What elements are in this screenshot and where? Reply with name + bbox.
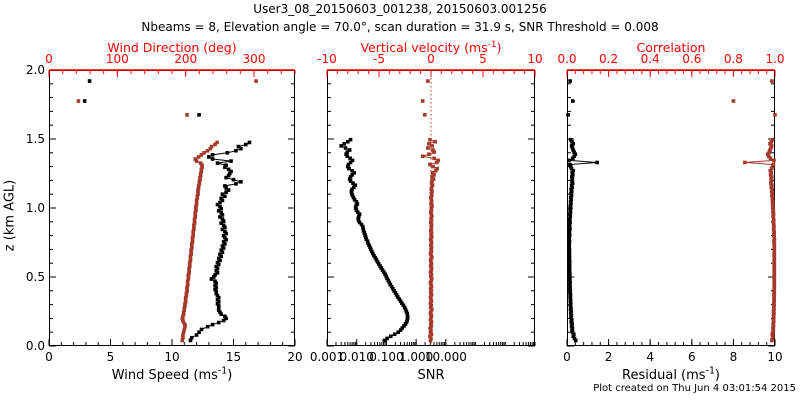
top-tick-label-p2-0: -10 <box>317 52 337 66</box>
bottom-tick-label-p2-0: 0.001 <box>309 350 345 364</box>
bottom-tick-label-p2-4: 10.000 <box>424 350 467 364</box>
top-tick-label-p2-1: -5 <box>373 52 385 66</box>
series-2-0 <box>339 137 410 343</box>
plot-created-footnote: Plot created on Thu Jun 4 03:01:54 2015 <box>593 383 796 394</box>
top-tick-label-p2-4: 10 <box>527 52 543 66</box>
top-tick-label-p1-1: 100 <box>105 52 129 66</box>
series-1-0 <box>188 140 252 343</box>
series-3-0 <box>567 137 599 343</box>
top-axis-title-p1: Wind Direction (deg) <box>107 40 237 55</box>
top-tick-label-p3-0: 0.0 <box>557 52 577 66</box>
bottom-tick-label-p2-1: 0.010 <box>339 350 374 364</box>
figure-title-main: User3_08_20150603_001238, 20150603.00125… <box>253 2 547 16</box>
bottom-axis-title-p1: Wind Speed (ms-1) <box>111 365 233 383</box>
bottom-axis-title-p2: SNR <box>417 368 445 383</box>
top-axis-title-p2: Vertical velocity (ms-1) <box>360 39 502 55</box>
series-3-2 <box>566 79 575 117</box>
y-tick-label-3: 1.5 <box>25 132 45 146</box>
series-1-2 <box>82 79 201 117</box>
bottom-tick-label-p3-1: 2 <box>604 350 613 364</box>
bottom-tick-label-p2-3: 1.000 <box>398 350 434 364</box>
panel-residual <box>567 70 775 346</box>
top-tick-label-p3-1: 0.2 <box>599 52 619 66</box>
series-2-2 <box>420 79 430 117</box>
bottom-tick-label-p3-2: 4 <box>646 350 655 364</box>
top-tick-label-p3-2: 0.4 <box>640 52 660 66</box>
bottom-axis-title-p3: Residual (ms-1) <box>622 365 720 383</box>
bottom-tick-label-p1-2: 10 <box>164 350 180 364</box>
bottom-tick-label-p1-1: 5 <box>106 350 115 364</box>
top-tick-label-p3-4: 0.8 <box>723 52 743 66</box>
y-tick-label-0: 0.0 <box>25 339 45 353</box>
bottom-tick-label-p1-3: 15 <box>225 350 242 364</box>
top-tick-label-p2-2: 0 <box>427 52 435 66</box>
bottom-tick-label-p3-4: 8 <box>729 350 738 364</box>
bottom-tick-label-p2-2: 0.100 <box>369 350 404 364</box>
series-2-1 <box>420 137 441 343</box>
bottom-tick-label-p3-0: 0 <box>563 350 571 364</box>
series-3-3 <box>731 79 777 117</box>
top-tick-label-p3-3: 0.6 <box>682 52 702 66</box>
top-tick-label-p1-0: 0 <box>45 52 53 66</box>
top-tick-label-p1-2: 200 <box>174 52 198 66</box>
bottom-tick-label-p3-3: 6 <box>687 350 696 364</box>
top-tick-label-p1-3: 300 <box>242 52 266 66</box>
top-tick-label-p3-5: 1.0 <box>765 52 785 66</box>
y-tick-label-1: 0.5 <box>25 270 45 284</box>
top-axis-title-p3: Correlation <box>636 40 706 55</box>
figure-title-sub: Nbeams = 8, Elevation angle = 70.0°, sca… <box>141 20 659 34</box>
bottom-tick-label-p1-0: 0 <box>45 350 53 364</box>
y-tick-label-4: 2.0 <box>25 63 45 77</box>
series-3-1 <box>743 137 777 343</box>
series-1-1 <box>180 140 219 343</box>
bottom-tick-label-p3-5: 10 <box>767 350 783 364</box>
series-1-3 <box>76 79 258 117</box>
bottom-tick-label-p1-4: 20 <box>287 350 303 364</box>
y-tick-label-2: 1.0 <box>25 201 45 215</box>
top-tick-label-p2-3: 5 <box>479 52 487 66</box>
